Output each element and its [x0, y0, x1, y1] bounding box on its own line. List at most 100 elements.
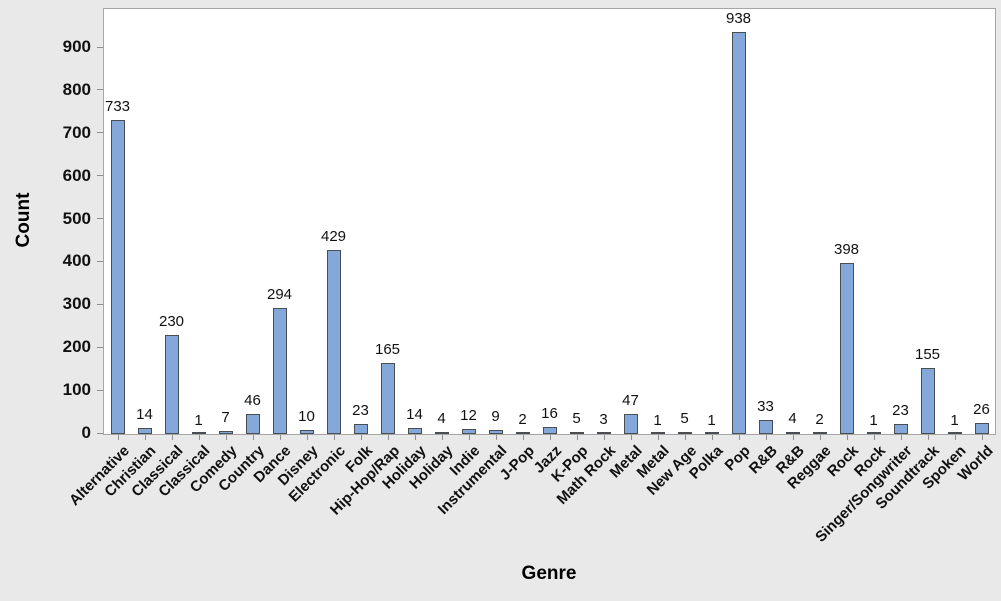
x-tick-mark — [468, 435, 470, 440]
bar-value-label: 4 — [788, 410, 797, 428]
bar-value-label: 230 — [158, 313, 185, 331]
x-tick-mark — [630, 435, 632, 440]
bar — [569, 431, 584, 434]
bar-value-label: 5 — [680, 409, 689, 427]
x-tick-mark — [549, 435, 551, 440]
y-axis-title: Count — [13, 192, 34, 248]
y-tick-mark — [97, 432, 103, 434]
y-tick-mark — [97, 389, 103, 391]
x-tick-mark — [927, 435, 929, 440]
bar-value-label: 47 — [622, 391, 639, 409]
bar — [218, 431, 233, 434]
bar-value-label: 12 — [460, 406, 477, 424]
x-tick-mark — [684, 435, 686, 440]
x-tick-mark — [360, 435, 362, 440]
x-tick-mark — [657, 435, 659, 440]
x-tick-mark — [765, 435, 767, 440]
y-tick-mark — [97, 346, 103, 348]
bar — [110, 119, 125, 434]
bar — [542, 427, 557, 434]
y-tick-mark — [97, 175, 103, 177]
x-tick-mark — [441, 435, 443, 440]
bar — [191, 432, 206, 434]
y-tick-label: 200 — [62, 337, 91, 357]
bar — [731, 31, 746, 434]
y-tick-mark — [97, 260, 103, 262]
bar-value-label: 938 — [725, 9, 752, 27]
bar — [866, 432, 881, 434]
bar — [272, 307, 287, 434]
bar-value-label: 33 — [757, 397, 774, 415]
y-tick-mark — [97, 46, 103, 48]
x-tick-mark — [846, 435, 848, 440]
x-tick-mark — [792, 435, 794, 440]
bar-value-label: 4 — [437, 410, 446, 428]
bar-value-label: 14 — [136, 406, 153, 423]
bar — [893, 424, 908, 434]
bar-value-label: 294 — [266, 285, 293, 303]
x-tick-mark — [981, 435, 983, 440]
y-tick-mark — [97, 89, 103, 91]
x-tick-mark — [414, 435, 416, 440]
bar-value-label: 398 — [833, 241, 860, 259]
x-tick-mark — [144, 435, 146, 440]
bar-value-label: 10 — [298, 407, 315, 425]
bar-value-label: 26 — [973, 400, 990, 418]
bar-value-label: 429 — [320, 228, 347, 245]
bar-value-label: 46 — [244, 392, 261, 410]
x-tick-mark — [495, 435, 497, 440]
x-tick-mark — [225, 435, 227, 440]
bar-value-label: 3 — [599, 410, 608, 428]
bar-value-label: 5 — [572, 409, 581, 427]
x-tick-mark — [198, 435, 200, 440]
x-tick-mark — [711, 435, 713, 440]
x-tick-mark — [252, 435, 254, 440]
bar-value-label: 1 — [869, 411, 878, 429]
y-tick-label: 100 — [62, 380, 91, 400]
bar — [137, 428, 152, 434]
y-tick-label: 800 — [62, 79, 91, 99]
bar — [650, 432, 665, 434]
bar — [164, 335, 179, 434]
bar-value-label: 23 — [352, 402, 369, 420]
y-tick-label: 700 — [62, 122, 91, 142]
bar-value-label: 2 — [518, 411, 527, 429]
x-axis-title: Genre — [521, 563, 577, 584]
bar — [704, 432, 719, 434]
bar — [326, 250, 341, 434]
y-tick-mark — [97, 218, 103, 220]
x-tick-mark — [576, 435, 578, 440]
x-tick-mark — [819, 435, 821, 440]
bar — [245, 414, 260, 434]
bar-value-label: 16 — [541, 405, 558, 423]
x-tick-label: Pop — [721, 442, 754, 475]
y-tick-label: 500 — [62, 208, 91, 228]
bar — [785, 432, 800, 434]
y-tick-mark — [97, 303, 103, 305]
bar — [947, 432, 962, 434]
x-tick-mark — [873, 435, 875, 440]
x-tick-mark — [306, 435, 308, 440]
x-tick-mark — [954, 435, 956, 440]
x-tick-mark — [522, 435, 524, 440]
x-tick-mark — [171, 435, 173, 440]
y-tick-label: 600 — [62, 165, 91, 185]
bar-value-label: 7 — [221, 409, 230, 426]
bar — [758, 419, 773, 434]
bar — [353, 424, 368, 434]
bar — [839, 263, 854, 434]
bar — [380, 363, 395, 434]
bar — [434, 432, 449, 434]
bar — [596, 432, 611, 434]
bar-value-label: 9 — [491, 408, 500, 426]
y-tick-label: 900 — [62, 37, 91, 56]
bar-value-label: 1 — [194, 411, 203, 429]
x-tick-mark — [738, 435, 740, 440]
bar-value-label: 2 — [815, 411, 824, 429]
bar — [974, 422, 989, 434]
x-tick-mark — [279, 435, 281, 440]
bar-value-label: 1 — [707, 411, 716, 429]
x-tick-mark — [603, 435, 605, 440]
x-tick-mark — [387, 435, 389, 440]
